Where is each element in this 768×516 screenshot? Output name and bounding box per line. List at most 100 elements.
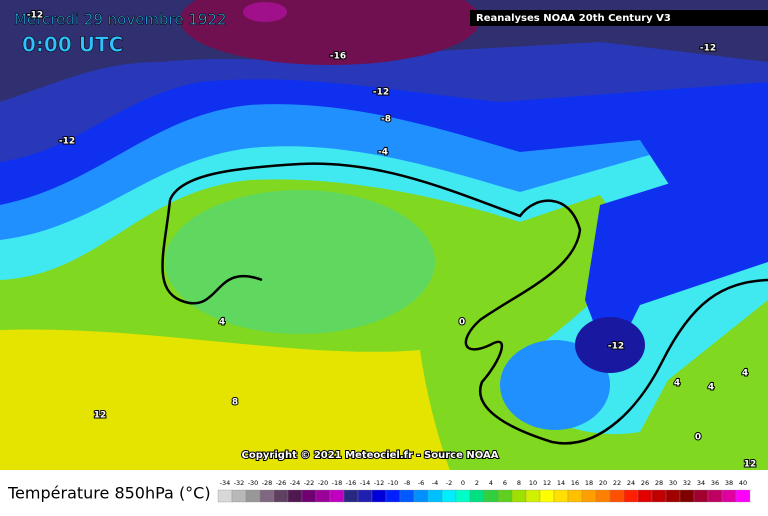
legend-label: 38 bbox=[725, 479, 733, 487]
contour-label: 12 bbox=[94, 411, 107, 421]
legend-swatch bbox=[511, 489, 527, 503]
legend-swatch bbox=[385, 489, 401, 503]
legend-label: 22 bbox=[613, 479, 621, 487]
legend-swatch bbox=[329, 489, 345, 503]
legend-swatch bbox=[539, 489, 555, 503]
legend-label: 6 bbox=[503, 479, 507, 487]
legend-swatch bbox=[581, 489, 597, 503]
legend-swatch bbox=[483, 489, 499, 503]
contour-label: 0 bbox=[459, 318, 465, 328]
contour-label: -16 bbox=[330, 52, 346, 62]
legend-swatch bbox=[567, 489, 583, 503]
date-title: Mercredi 29 novembre 1922 bbox=[14, 11, 227, 29]
legend-swatch bbox=[441, 489, 457, 503]
legend-swatch bbox=[665, 489, 681, 503]
legend-swatch bbox=[693, 489, 709, 503]
contour-label: -12 bbox=[27, 11, 43, 21]
legend-label: 28 bbox=[655, 479, 663, 487]
legend-label: 16 bbox=[571, 479, 579, 487]
legend-label: 40 bbox=[739, 479, 747, 487]
legend-swatch bbox=[287, 489, 303, 503]
legend-swatch bbox=[413, 489, 429, 503]
legend-label: -18 bbox=[332, 479, 343, 487]
legend-label: 36 bbox=[711, 479, 719, 487]
legend-label: 24 bbox=[627, 479, 635, 487]
legend-label: -2 bbox=[446, 479, 452, 487]
contour-label: 4 bbox=[742, 369, 748, 379]
legend-swatch bbox=[245, 489, 261, 503]
legend-label: -14 bbox=[360, 479, 371, 487]
legend-label: 18 bbox=[585, 479, 593, 487]
legend-label: 14 bbox=[557, 479, 565, 487]
legend-swatch bbox=[525, 489, 541, 503]
contour-label: -12 bbox=[59, 137, 75, 147]
legend-swatch bbox=[343, 489, 359, 503]
legend-label: -6 bbox=[418, 479, 424, 487]
legend-swatch bbox=[623, 489, 639, 503]
contour-label: -4 bbox=[378, 148, 388, 158]
source-box bbox=[470, 10, 768, 26]
legend-label: 30 bbox=[669, 479, 677, 487]
legend-swatch bbox=[497, 489, 513, 503]
legend-swatch bbox=[231, 489, 247, 503]
contour-label: 8 bbox=[232, 398, 238, 408]
legend-swatch bbox=[707, 489, 723, 503]
legend-label: 0 bbox=[461, 479, 465, 487]
legend-label: -28 bbox=[262, 479, 273, 487]
legend-label: -30 bbox=[248, 479, 259, 487]
legend-swatch bbox=[371, 489, 387, 503]
legend-label: 32 bbox=[683, 479, 691, 487]
legend-label: 26 bbox=[641, 479, 649, 487]
legend-title: Température 850hPa (°C) bbox=[7, 484, 211, 503]
contour-label: 12 bbox=[744, 460, 757, 470]
time: 0:00 UTC bbox=[22, 33, 123, 57]
legend-label: -16 bbox=[346, 479, 357, 487]
legend-label: 2 bbox=[475, 479, 479, 487]
legend-label: 8 bbox=[517, 479, 521, 487]
legend-label: 4 bbox=[489, 479, 493, 487]
legend-label: 12 bbox=[543, 479, 551, 487]
legend-swatch bbox=[595, 489, 611, 503]
legend-swatch bbox=[721, 489, 737, 503]
legend-swatch bbox=[455, 489, 471, 503]
legend-label: 20 bbox=[599, 479, 607, 487]
legend-label: 10 bbox=[529, 479, 537, 487]
legend-label: -22 bbox=[304, 479, 315, 487]
legend-label: -20 bbox=[318, 479, 329, 487]
legend-swatch bbox=[399, 489, 415, 503]
legend-label: -24 bbox=[290, 479, 301, 487]
source: Reanalyses NOAA 20th Century V3 bbox=[476, 13, 671, 24]
legend-swatch bbox=[315, 489, 331, 503]
legend-swatch bbox=[259, 489, 275, 503]
contour-label: -12 bbox=[608, 342, 624, 352]
legend-label: -8 bbox=[404, 479, 410, 487]
legend-label: -10 bbox=[388, 479, 399, 487]
legend-swatch bbox=[637, 489, 653, 503]
legend-swatch bbox=[679, 489, 695, 503]
contour-label: 4 bbox=[708, 383, 714, 393]
legend-swatch bbox=[469, 489, 485, 503]
legend-swatch bbox=[651, 489, 667, 503]
contour-label: -12 bbox=[373, 88, 389, 98]
legend-label: -32 bbox=[234, 479, 245, 487]
contour-label: 4 bbox=[219, 318, 225, 328]
legend-swatch bbox=[553, 489, 569, 503]
legend-swatch bbox=[357, 489, 373, 503]
legend-swatch bbox=[609, 489, 625, 503]
legend-label: -26 bbox=[276, 479, 287, 487]
legend-swatch bbox=[735, 489, 751, 503]
legend-label: -4 bbox=[432, 479, 438, 487]
contour-label: -8 bbox=[381, 115, 391, 125]
legend-swatch bbox=[301, 489, 317, 503]
legend-swatch bbox=[217, 489, 233, 503]
legend-label: 34 bbox=[697, 479, 705, 487]
legend-swatch bbox=[273, 489, 289, 503]
copyright: Copyright © 2021 Meteociel.fr - Source N… bbox=[242, 450, 499, 461]
legend-label: -34 bbox=[220, 479, 231, 487]
temperature-field bbox=[0, 0, 768, 470]
legend-swatch bbox=[427, 489, 443, 503]
contour-label: -12 bbox=[700, 44, 716, 54]
contour-label: 4 bbox=[674, 379, 680, 389]
legend-label: -12 bbox=[374, 479, 385, 487]
